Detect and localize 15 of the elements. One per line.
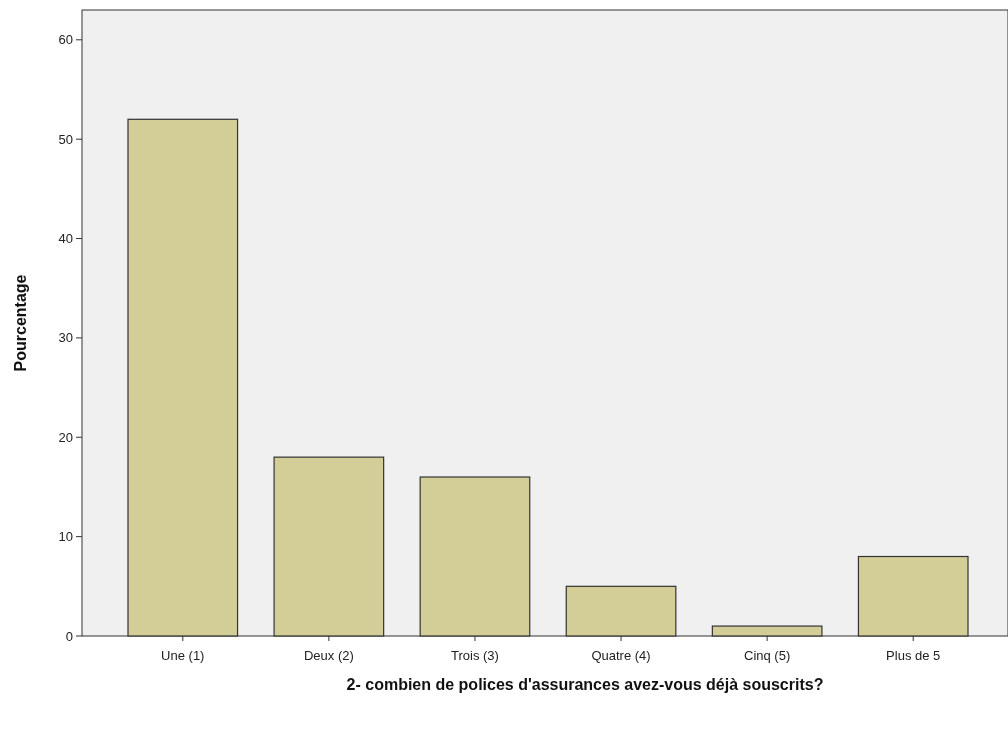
y-tick-label: 10 (58, 529, 73, 545)
x-tick-label: Plus de 5 (886, 648, 941, 663)
x-tick-label: Une (1) (161, 648, 205, 663)
x-tick-label: Cinq (5) (744, 648, 791, 663)
y-axis-title: Pourcentage (12, 274, 29, 372)
x-tick-label: Deux (2) (303, 648, 354, 663)
y-tick-label: 60 (58, 32, 73, 48)
y-tick-label: 30 (58, 330, 73, 346)
y-tick-label: 0 (65, 628, 73, 644)
x-tick-label: Trois (3) (451, 648, 499, 663)
x-tick-label: Quatre (4) (591, 648, 651, 663)
x-axis-title: 2- combien de polices d'assurances avez-vous déjà souscrits? (346, 676, 824, 693)
y-tick-label: 20 (58, 429, 73, 445)
y-tick-label: 40 (58, 231, 73, 247)
y-tick-label: 50 (58, 131, 73, 147)
